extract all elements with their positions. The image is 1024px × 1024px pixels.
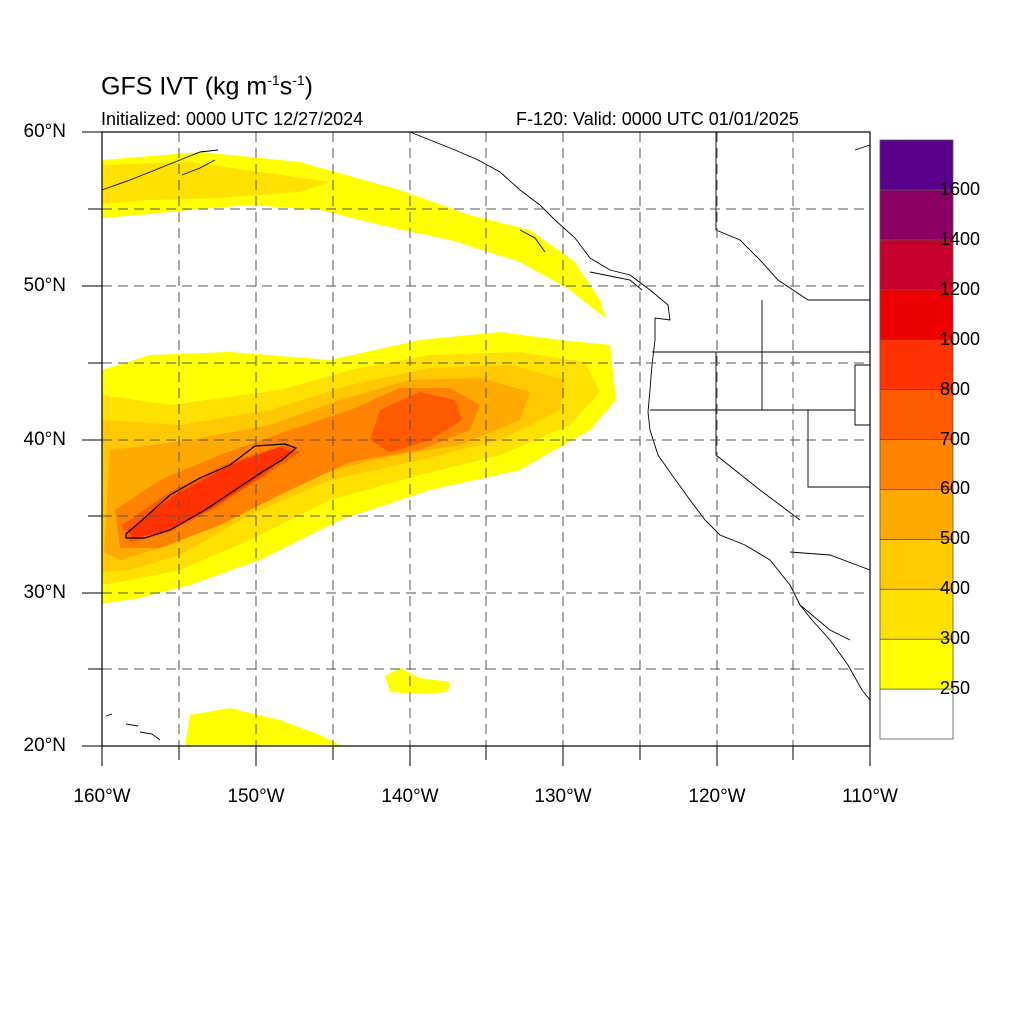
colorbar-swatch (879, 139, 954, 191)
colorbar-swatch (879, 588, 954, 640)
colorbar-label: 400 (940, 578, 971, 599)
colorbar-label: 300 (940, 628, 971, 649)
colorbar-label: 1200 (940, 278, 981, 299)
colorbar-swatch (879, 439, 954, 490)
lat-label-40n: 40°N (23, 429, 66, 450)
colorbar-swatch (879, 538, 954, 590)
colorbar-label: 600 (940, 478, 971, 499)
colorbar-label: 1600 (940, 178, 981, 199)
colorbar-label: 1000 (940, 328, 981, 349)
lon-label-150w: 150°W (227, 786, 285, 807)
map-title: GFS IVT (kg m-1s-1) (101, 72, 313, 101)
lat-label-20n: 20°N (23, 735, 66, 756)
lon-label-110w: 110°W (842, 786, 898, 807)
colorbar-label: 1400 (940, 228, 981, 249)
colorbar-swatch (879, 638, 954, 690)
colorbar-label: 250 (940, 678, 971, 699)
coastlines (101, 131, 871, 741)
lat-label-50n: 50°N (23, 275, 66, 296)
lon-label-160w: 160°W (73, 786, 131, 807)
gridlines (102, 132, 870, 746)
lon-label-130w: 130°W (534, 786, 592, 807)
colorbar-label: 700 (940, 428, 971, 449)
colorbar-swatch (879, 688, 954, 740)
axis-ticks (82, 131, 871, 766)
lat-label-30n: 30°N (23, 582, 66, 603)
colorbar-label: 800 (940, 378, 971, 399)
colorbar-swatch (879, 239, 954, 291)
colorbar (879, 139, 954, 740)
colorbar-label: 500 (940, 528, 971, 549)
lon-label-120w: 120°W (688, 786, 746, 807)
colorbar-swatch (879, 389, 954, 440)
lat-label-60n: 60°N (23, 121, 66, 142)
ivt-field (102, 152, 616, 746)
lon-label-140w: 140°W (381, 786, 439, 807)
ivt-1000-contour (125, 443, 298, 539)
initialized-label: Initialized: 0000 UTC 12/27/2024 (101, 109, 364, 129)
valid-time-label: F-120: Valid: 0000 UTC 01/01/2025 (516, 109, 799, 129)
colorbar-swatch (879, 289, 954, 341)
colorbar-swatch (879, 339, 954, 390)
